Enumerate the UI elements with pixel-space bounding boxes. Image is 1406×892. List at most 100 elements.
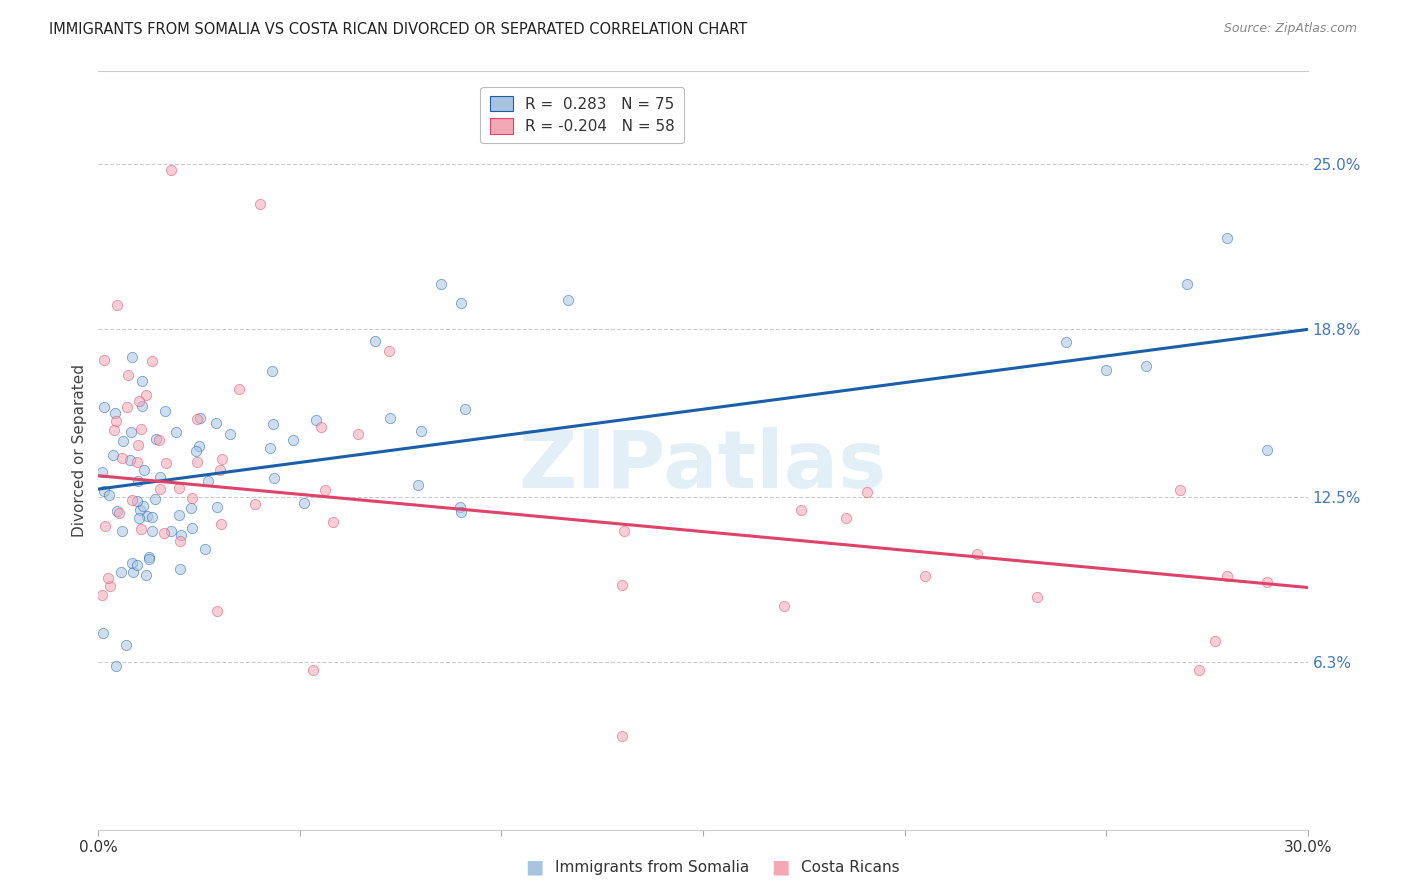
Point [450,505,472,519]
Point [93,352,115,367]
Point [136,509,159,524]
Point [121,425,143,439]
Point [149,469,172,483]
Point [127,455,149,469]
Point [122,566,145,580]
Point [128,511,150,525]
Point [115,401,138,415]
Point [129,523,152,537]
Point [194,541,217,556]
Point [141,524,163,538]
Point [205,416,228,430]
Point [135,388,157,402]
Point [197,474,219,488]
Point [131,375,153,389]
Point [249,197,271,211]
Point [409,424,432,438]
Point [97,571,120,585]
Legend: R =  0.283   N = 75, R = -0.204   N = 58: R = 0.283 N = 75, R = -0.204 N = 58 [481,87,683,143]
Point [612,578,634,592]
Point [160,524,183,538]
Point [149,482,172,496]
Point [186,412,208,426]
Point [153,404,176,418]
Point [152,525,174,540]
Point [105,298,128,312]
Point [141,510,163,524]
Point [121,350,143,364]
Point [262,417,284,432]
Point [167,508,190,522]
Point [1054,334,1077,349]
Point [208,463,231,477]
Point [377,343,399,358]
Point [91,465,114,479]
Point [1175,277,1198,291]
Text: IMMIGRANTS FROM SOMALIA VS COSTA RICAN DIVORCED OR SEPARATED CORRELATION CHART: IMMIGRANTS FROM SOMALIA VS COSTA RICAN D… [49,22,748,37]
Point [454,401,477,416]
Point [219,427,242,442]
Y-axis label: Divorced or Separated: Divorced or Separated [72,364,87,537]
Point [138,552,160,566]
Point [93,625,115,640]
Point [118,452,141,467]
Point [1204,634,1226,648]
Point [127,438,149,452]
Point [281,433,304,447]
Point [107,504,129,518]
Point [228,383,250,397]
Point [114,638,136,652]
Point [322,515,344,529]
Point [180,500,202,515]
Point [1168,483,1191,497]
Text: Source: ZipAtlas.com: Source: ZipAtlas.com [1223,22,1357,36]
Point [205,604,228,618]
Point [165,425,187,440]
Point [262,363,284,377]
Point [292,496,315,510]
Point [121,492,143,507]
Point [209,516,232,531]
Point [914,569,936,583]
Point [772,599,794,613]
Point [134,568,156,582]
Point [138,550,160,565]
Point [301,663,323,677]
Point [856,485,879,500]
Point [205,500,228,515]
Point [127,475,149,489]
Point [129,422,152,436]
Point [160,162,183,177]
Point [1216,231,1239,245]
Point [128,394,150,409]
Point [167,481,190,495]
Point [380,411,402,425]
Point [111,524,134,538]
Point [1135,359,1157,374]
Point [104,659,127,673]
Point [1256,442,1278,457]
Point [1188,663,1211,677]
Point [1026,591,1049,605]
Point [612,730,634,744]
Point [790,502,813,516]
Point [104,406,127,420]
Point [180,491,202,505]
Point [97,488,120,502]
Point [155,456,177,470]
Point [169,562,191,576]
Point [364,334,387,349]
Point [101,448,124,462]
Point [91,588,114,602]
Point [93,400,115,414]
Point [309,420,332,434]
Point [966,547,988,561]
Point [134,462,156,476]
Point [835,511,858,525]
Point [129,503,152,517]
Text: ZIPatlas: ZIPatlas [519,426,887,505]
Point [259,441,281,455]
Point [108,506,131,520]
Point [141,354,163,368]
Point [127,494,149,508]
